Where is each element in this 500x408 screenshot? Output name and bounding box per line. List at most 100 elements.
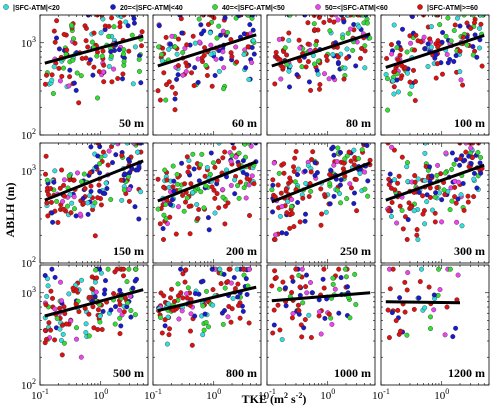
scatter-point	[477, 45, 482, 51]
scatter-point	[155, 206, 161, 212]
scatter-point	[220, 49, 226, 55]
scatter-point	[455, 272, 461, 278]
scatter-point	[157, 97, 163, 103]
scatter-point	[222, 308, 227, 314]
panel-frame	[380, 264, 490, 386]
scatter-point	[385, 143, 391, 146]
panel-height-label: 250 m	[340, 244, 371, 258]
scatter-point	[316, 309, 322, 315]
scatter-point	[294, 72, 300, 78]
scatter-point	[276, 170, 282, 176]
fit-line	[44, 159, 144, 202]
scatter-point	[296, 37, 302, 43]
scatter-point	[216, 143, 222, 146]
scatter-point	[135, 167, 141, 173]
scatter-point	[157, 221, 163, 227]
scatter-point	[404, 332, 410, 338]
scatter-point	[284, 52, 290, 58]
scatter-point	[220, 321, 226, 327]
scatter-point	[470, 15, 476, 18]
scatter-point	[200, 278, 206, 284]
scatter-point	[270, 177, 276, 183]
scatter-point	[222, 221, 228, 227]
scatter-point	[458, 192, 464, 198]
scatter-point	[398, 47, 404, 52]
scatter-point	[192, 40, 198, 46]
scatter-point	[126, 186, 132, 192]
scatter-point	[422, 150, 428, 156]
scatter-point	[396, 173, 402, 179]
scatter-point	[300, 195, 306, 201]
scatter-point	[345, 284, 350, 290]
scatter-point	[97, 266, 103, 272]
scatter-point	[67, 67, 73, 73]
scatter-point	[386, 176, 392, 182]
scatter-point	[442, 192, 448, 198]
scatter-point	[416, 190, 422, 195]
scatter-point	[54, 198, 60, 204]
scatter-point	[357, 170, 363, 176]
scatter-point	[428, 24, 434, 30]
legend-marker	[110, 4, 116, 10]
scatter-point	[250, 38, 256, 44]
scatter-points	[385, 143, 485, 242]
scatter-point	[100, 16, 106, 22]
scatter-point	[97, 319, 103, 325]
scatter-point	[61, 31, 67, 37]
scatter-point	[180, 192, 186, 198]
scatter-point	[394, 45, 400, 51]
scatter-point	[192, 291, 198, 297]
scatter-point	[347, 315, 353, 321]
scatter-point	[167, 326, 172, 332]
scatter-point	[105, 266, 111, 272]
scatter-point	[296, 308, 302, 314]
scatter-point	[353, 63, 359, 69]
panel-height-label: 60 m	[232, 116, 257, 130]
scatter-point	[188, 328, 193, 334]
scatter-point	[184, 42, 190, 48]
scatter-point	[57, 305, 63, 311]
scatter-point	[447, 266, 453, 272]
scatter-point	[413, 79, 418, 85]
scatter-point	[125, 23, 131, 29]
scatter-point	[198, 22, 204, 28]
scatter-point	[44, 177, 50, 183]
scatter-points	[155, 143, 259, 242]
scatter-point	[292, 155, 298, 161]
panel-frame	[380, 14, 490, 136]
scatter-point	[59, 352, 65, 358]
scatter-point	[311, 21, 317, 27]
scatter-point	[117, 331, 123, 337]
scatter-point	[385, 107, 391, 113]
scatter-point	[55, 220, 61, 225]
scatter-point	[330, 275, 336, 281]
scatter-point	[130, 15, 136, 18]
scatter-point	[155, 88, 161, 94]
scatter-point	[169, 286, 175, 292]
scatter-point	[386, 182, 392, 188]
scatter-point	[222, 15, 228, 21]
scatter-point	[432, 55, 438, 61]
scatter-point	[98, 30, 104, 36]
scatter-point	[225, 200, 231, 206]
scatter-point	[416, 295, 422, 301]
scatter-point	[303, 64, 309, 70]
scatter-point	[286, 38, 292, 43]
scatter-point	[159, 58, 165, 64]
scatter-point	[405, 70, 410, 76]
scatter-point	[474, 54, 480, 60]
scatter-point	[318, 186, 324, 192]
scatter-point	[216, 205, 222, 211]
scatter-point	[128, 314, 134, 320]
scatter-point	[353, 177, 359, 182]
scatter-point	[236, 150, 242, 156]
scatter-point	[121, 187, 127, 193]
scatter-point	[279, 337, 285, 342]
scatter-point	[397, 203, 403, 209]
legend-entry: 50=<|SFC-ATM|<60	[315, 4, 388, 12]
scatter-point	[389, 214, 394, 219]
scatter-point	[336, 310, 342, 316]
x-tick-label: 100	[206, 387, 221, 402]
scatter-point	[398, 328, 403, 334]
scatter-point	[75, 170, 80, 176]
